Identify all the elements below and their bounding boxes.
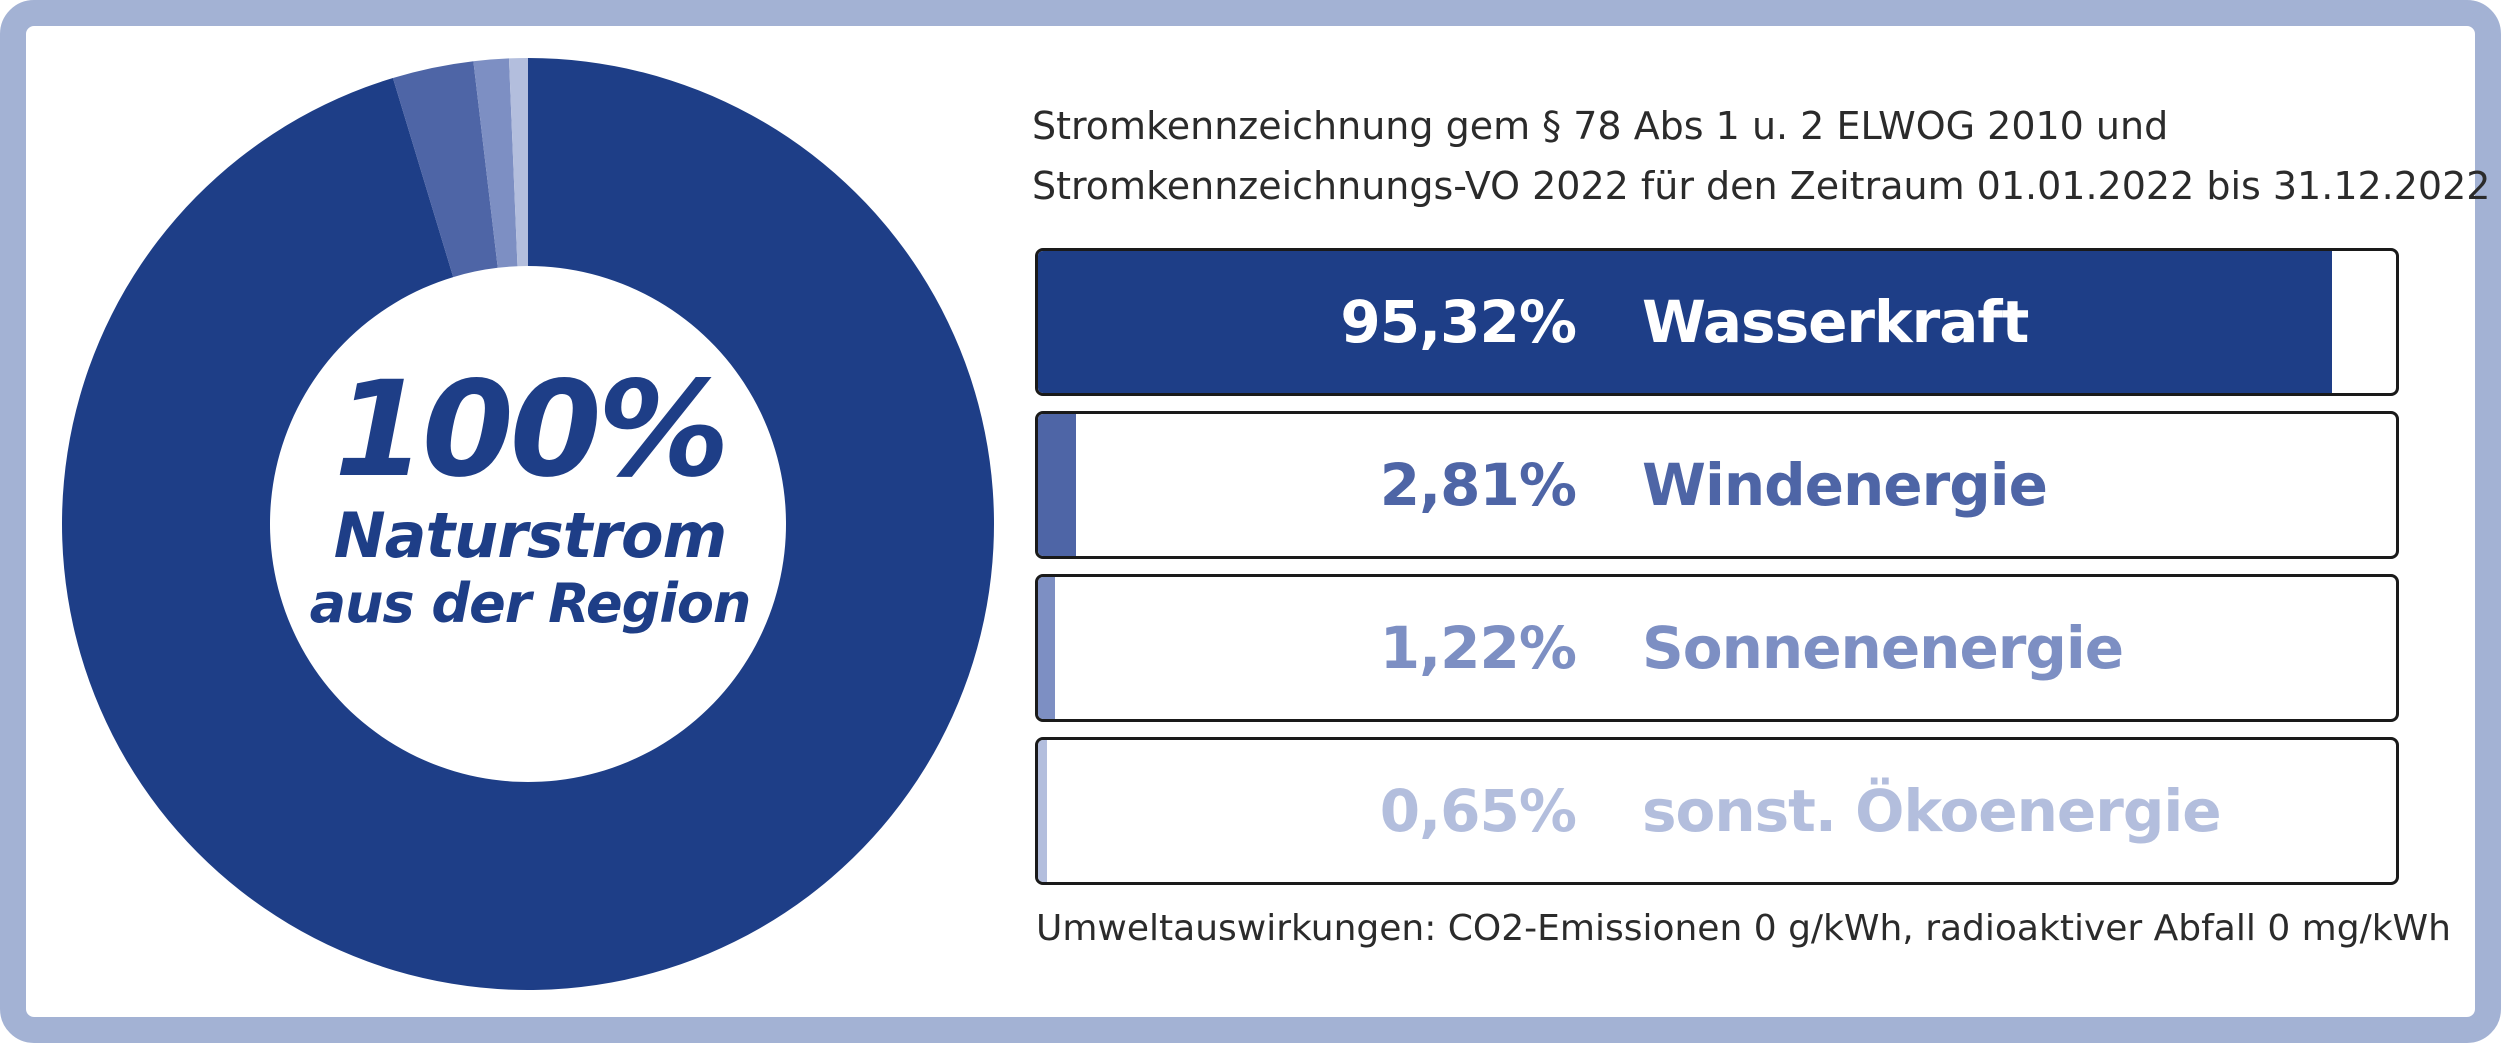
donut-slice-2	[473, 58, 518, 268]
bar-list: 95,32% Wasserkraft 2,81% Windenergie 1,22% So…	[1035, 248, 2399, 900]
donut-slice-1	[392, 61, 498, 278]
center-line-naturstrom: Naturstrom	[333, 499, 727, 572]
bar-value-label-2: 1,22%	[1379, 614, 1577, 682]
bar-category-label-2: Sonnenenergie	[1642, 614, 2124, 682]
bar-category-label-0: Wasserkraft	[1642, 288, 2029, 356]
chart-title: Stromkennzeichnung gem § 78 Abs 1 u. 2 E…	[1032, 96, 2491, 216]
bar-row-0: 95,32% Wasserkraft	[1035, 248, 2399, 396]
bar-fill-0	[1038, 251, 2333, 393]
bar-row-1: 2,81% Windenergie	[1035, 411, 2399, 559]
center-line-region: aus der Region	[309, 572, 752, 635]
bar-fill-2	[1038, 577, 1055, 719]
donut-chart	[61, 58, 995, 990]
bar-fill-1	[1038, 414, 1077, 556]
bar-row-2: 1,22% Sonnenenergie	[1035, 574, 2399, 722]
bar-category-label-1: Windenergie	[1642, 451, 2048, 519]
bar-value-label-0: 95,32%	[1340, 288, 1577, 356]
chart-title-line-2: Stromkennzeichnungs-VO 2022 für den Zeit…	[1032, 164, 2491, 208]
bar-category-label-3: sonst. Ökoenergie	[1642, 777, 2222, 845]
bar-fill-3	[1038, 740, 1047, 882]
bar-value-label-1: 2,81%	[1379, 451, 1577, 519]
environment-footnote: Umweltauswirkungen: CO2-Emissionen 0 g/k…	[1036, 908, 2451, 949]
donut-slice-0	[61, 58, 995, 990]
center-percentage: 100%	[334, 353, 730, 507]
bar-row-3: 0,65% sonst. Ökoenergie	[1035, 737, 2399, 885]
chart-title-line-1: Stromkennzeichnung gem § 78 Abs 1 u. 2 E…	[1032, 104, 2169, 148]
donut-center-text: 100% Naturstrom aus der Region	[260, 360, 800, 636]
donut-slice-3	[508, 58, 528, 267]
bar-value-label-3: 0,65%	[1379, 777, 1577, 845]
